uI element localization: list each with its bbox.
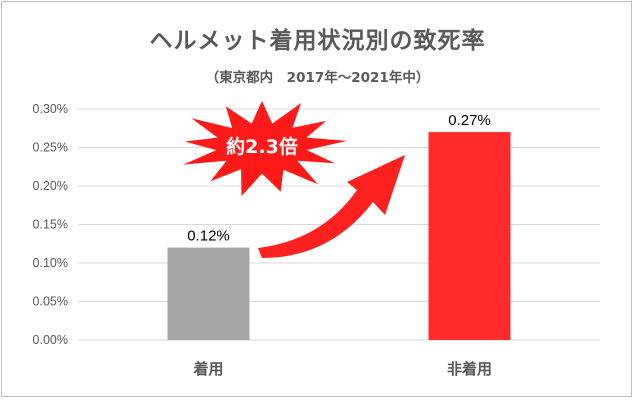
increase-arrow-icon [258, 155, 405, 258]
category-label: 非着用 [447, 360, 492, 378]
category-label: 着用 [192, 360, 223, 378]
y-tick-label: 0.20% [33, 179, 68, 193]
y-tick-label: 0.00% [33, 333, 68, 347]
y-tick-label: 0.30% [33, 102, 68, 116]
bars [167, 132, 511, 340]
starburst-callout: 約2.3倍 [183, 101, 348, 197]
y-tick-label: 0.05% [33, 295, 68, 309]
chart-title: ヘルメット着用状況別の致死率 [149, 28, 486, 54]
category-labels: 着用 非着用 [192, 360, 492, 378]
y-tick-label: 0.25% [33, 141, 68, 155]
y-axis-ticks: 0.00% 0.05% 0.10% 0.15% 0.20% 0.25% 0.30% [33, 102, 68, 347]
data-labels: 0.12% 0.27% [187, 112, 491, 245]
data-label: 0.27% [448, 112, 491, 129]
gridlines [78, 108, 600, 302]
chart-subtitle: （東京都内 2017年～2021年中） [205, 70, 430, 86]
bar-1 [167, 247, 250, 340]
callout-text: 約2.3倍 [226, 135, 298, 158]
data-label: 0.12% [187, 228, 230, 245]
y-tick-label: 0.15% [33, 218, 68, 232]
bar-2 [428, 132, 511, 340]
starburst-icon [183, 101, 348, 197]
y-tick-label: 0.10% [33, 256, 68, 270]
